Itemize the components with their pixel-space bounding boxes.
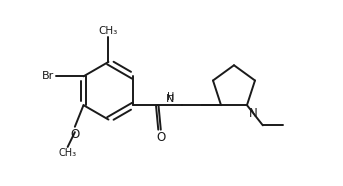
Text: CH₃: CH₃	[99, 26, 118, 36]
Text: Br: Br	[42, 71, 54, 81]
Text: N: N	[249, 107, 258, 120]
Text: N: N	[166, 94, 175, 104]
Text: O: O	[70, 128, 80, 141]
Text: O: O	[156, 132, 165, 145]
Text: CH₃: CH₃	[59, 148, 77, 158]
Text: H: H	[167, 92, 174, 102]
